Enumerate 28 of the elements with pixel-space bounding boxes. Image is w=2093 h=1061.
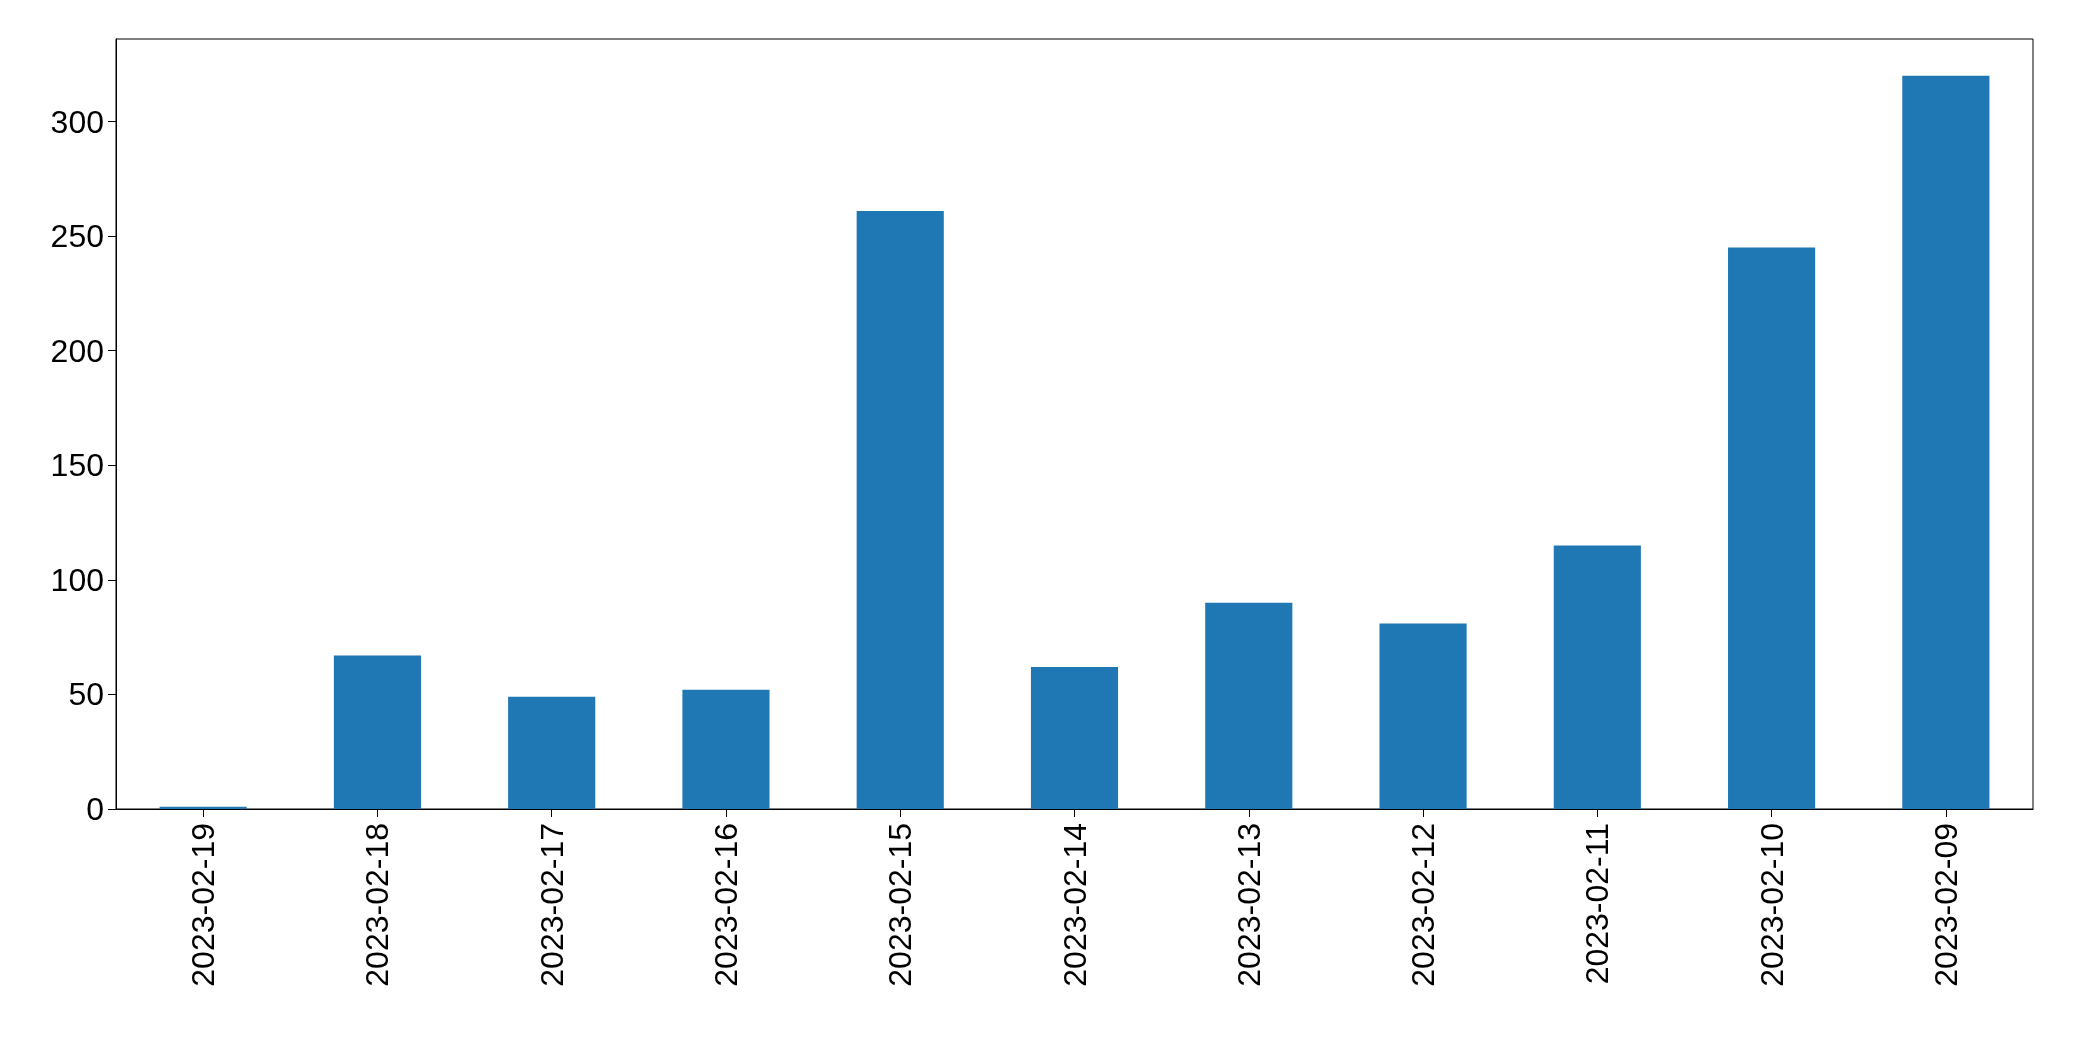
bar	[682, 689, 770, 809]
x-tick-label: 2023-02-14	[1056, 823, 1093, 987]
y-tick-label: 300	[50, 103, 104, 140]
bar	[333, 655, 421, 809]
bar	[508, 696, 596, 809]
x-tick-label: 2023-02-19	[185, 823, 222, 987]
x-tick-label: 2023-02-15	[882, 823, 919, 987]
x-tick-label: 2023-02-17	[533, 823, 570, 987]
x-tick-label: 2023-02-09	[1927, 823, 1964, 987]
bar	[856, 210, 944, 809]
x-tick-label: 2023-02-16	[707, 823, 744, 987]
y-tick-label: 250	[50, 218, 104, 255]
x-tick-label: 2023-02-13	[1230, 823, 1267, 987]
y-tick-label: 200	[50, 332, 104, 369]
y-tick-label: 100	[50, 561, 104, 598]
y-tick-label: 50	[68, 676, 104, 713]
x-tick-label: 2023-02-12	[1405, 823, 1442, 987]
bar	[1379, 623, 1467, 809]
x-tick-label: 2023-02-11	[1579, 823, 1616, 985]
y-tick-label: 150	[50, 447, 104, 484]
x-tick-label: 2023-02-10	[1753, 823, 1790, 987]
y-tick-label: 0	[86, 791, 104, 827]
x-tick-label: 2023-02-18	[359, 823, 396, 987]
bar	[1205, 602, 1293, 809]
bar	[1553, 545, 1641, 809]
bar	[1030, 666, 1119, 809]
bar	[1728, 247, 1816, 809]
bar	[1902, 75, 1990, 809]
